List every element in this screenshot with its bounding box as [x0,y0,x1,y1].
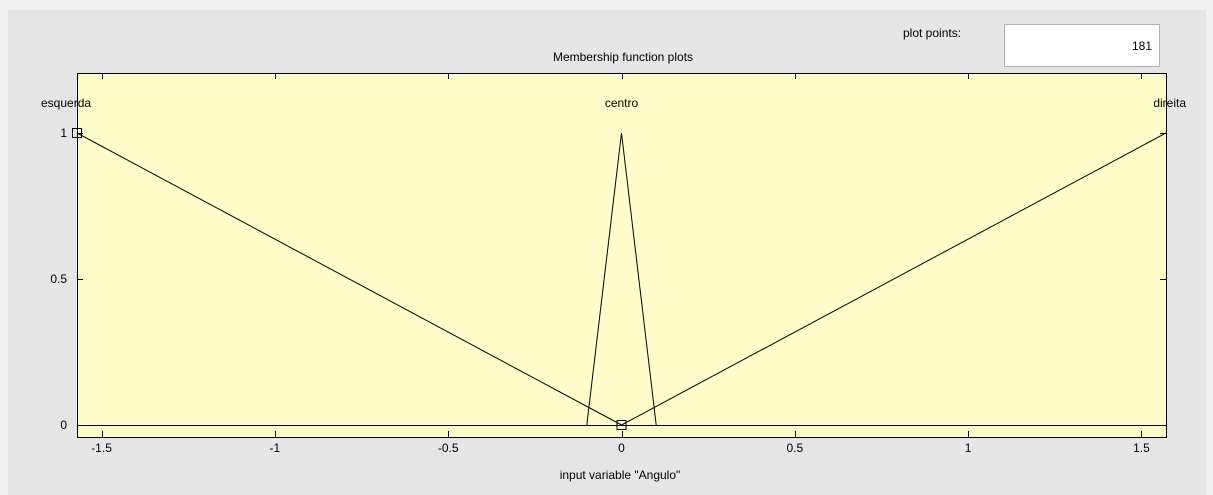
plot-points-input[interactable] [1004,24,1160,67]
plot-area[interactable] [77,73,1167,438]
plot-points-label: plot points: [903,26,962,40]
vertex-marker [616,420,627,430]
vertex-marker [72,128,82,138]
mf-label-centro: centro [605,96,639,110]
y-tick-label: 0 [60,418,67,432]
x-tick-label: 1 [965,441,972,455]
mf-label-direita: direita [1153,96,1186,110]
x-tick-label: -1 [270,441,281,455]
x-tick-label: -1.5 [91,441,112,455]
x-tick-label: -0.5 [438,441,459,455]
x-axis-label: input variable "Angulo" [560,468,681,482]
y-tick-label: 1 [60,126,67,140]
x-tick-label: 0.5 [786,441,803,455]
x-tick-label: 1.5 [1133,441,1150,455]
mf-line-esquerda [76,132,622,426]
plot-title: Membership function plots [552,50,694,64]
mf-line-centro [586,132,657,426]
mf-line-direita [621,132,1167,426]
y-tick-label: 0.5 [50,272,67,286]
mf-label-esquerda: esquerda [41,96,91,110]
x-tick-label: 0 [618,441,625,455]
